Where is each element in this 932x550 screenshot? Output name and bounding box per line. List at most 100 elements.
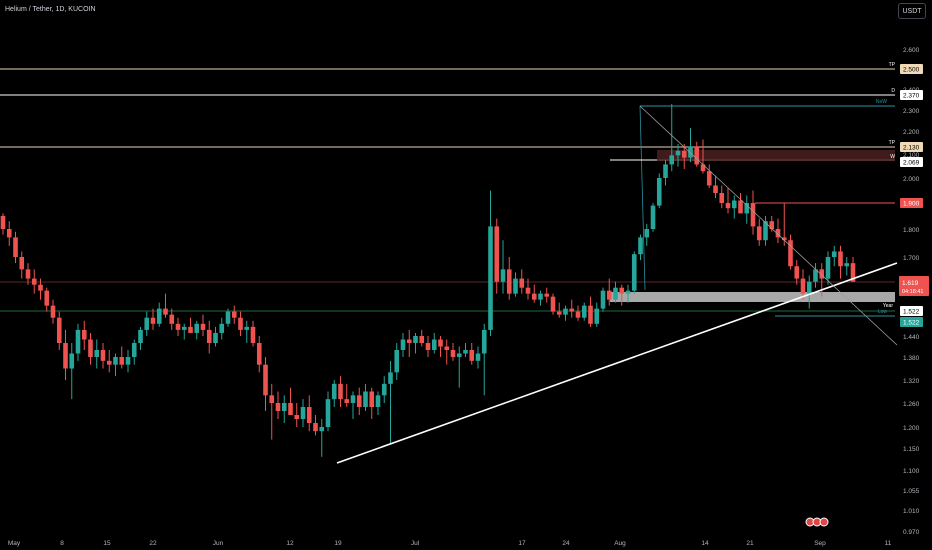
candle-body [669,155,675,165]
price-tick-label: 0.970 [903,529,920,536]
candle-body [131,343,137,357]
candle-body [56,317,62,343]
price-tick-label: 2.100 [903,152,920,159]
candle-body [406,339,412,343]
date-tick-label: 8 [60,540,64,547]
candle-body [363,391,368,407]
date-tick-label: 24 [562,540,570,547]
price-tick-label: 1.260 [903,401,920,408]
candle-body [206,329,212,343]
candle-body [381,383,387,396]
candle-body [725,203,731,209]
price-tick-label: 1.440 [903,334,920,341]
demand-zone [610,292,895,302]
candle-body [400,339,406,350]
candle-body [219,323,225,333]
candle-body [694,146,700,165]
candle-body [519,278,525,288]
candle-body [700,164,706,172]
candle-body [463,350,468,354]
candle-body [663,164,668,178]
tp-upper-price-tag-box [900,64,923,74]
candle-body [325,399,331,427]
candle-body [513,278,518,294]
ascending-trendline [336,262,898,464]
candle-body [19,257,25,270]
candle-body [431,339,437,350]
low-tag: Low [878,309,888,315]
candle-body [813,269,818,282]
candle-body [606,290,612,300]
current-price-text: 1.619 [902,280,919,287]
candle-body [81,329,87,340]
candle-body [425,343,431,350]
date-tick-label: 17 [518,540,526,547]
candle-body [563,308,568,315]
tp-lower-price-tag-text: 2.130 [903,145,920,152]
date-tick-label: Sep [814,540,826,547]
candle-body [438,339,443,347]
candle-body [38,284,43,291]
currency-button[interactable]: USDT [898,3,926,19]
candle-body [331,383,337,400]
date-tick-label: Jul [411,540,420,547]
candle-body [388,372,393,384]
candle-body [706,171,712,186]
candle-body [738,200,743,214]
candle-body [450,350,456,357]
candle-body [313,423,318,432]
date-tick-label: Aug [614,540,626,547]
candle-body [594,308,600,324]
candle-body [475,353,481,361]
candle-body [113,357,118,365]
candle-body [588,305,593,324]
candle-body [444,346,450,350]
candle-body [688,146,693,158]
candle-body [625,290,631,294]
candle-body [544,293,550,297]
year-price-tag-text: 1.522 [903,309,920,316]
tp-upper-tag: TP [889,62,896,68]
candle-body [550,296,556,312]
candle-body [488,226,493,330]
candle-body [769,221,775,229]
candle-body [794,266,800,279]
candle-body [281,403,287,411]
w-price-tag-box [900,157,923,167]
tp-upper-price-tag-text: 2.500 [903,67,920,74]
candle-body [63,343,68,369]
candle-body [756,226,762,241]
candle-body [138,329,143,343]
candle-body [719,193,725,203]
candle-body [194,323,200,333]
candle-body [638,237,643,255]
candle-body [781,237,787,241]
candle-body [31,278,37,285]
candle-body [225,311,231,324]
candle-body [850,263,856,282]
candle-body [681,150,687,158]
candle-body [263,364,268,396]
candle-body [306,407,312,423]
red-level-price-tag-text: 1.900 [903,201,920,208]
candle-body [525,287,531,294]
candle-body [288,403,293,415]
date-tick-label: 15 [103,540,111,547]
candle-body [481,329,487,354]
candle-body [244,326,250,330]
candle-body [231,311,237,318]
price-tick-label: 1.320 [903,378,920,385]
price-tick-label: 1.800 [903,227,920,234]
candle-body [600,290,606,309]
candle-body [556,311,562,315]
candle-body [394,350,400,373]
new-vertical-line [639,105,646,291]
price-tick-label: 1.700 [903,255,920,262]
w-price-tag-text: 2.069 [903,160,920,167]
price-tick-label: 2.000 [903,176,920,183]
candle-body [800,278,806,294]
candle-body [456,353,462,357]
candle-body [75,329,81,354]
